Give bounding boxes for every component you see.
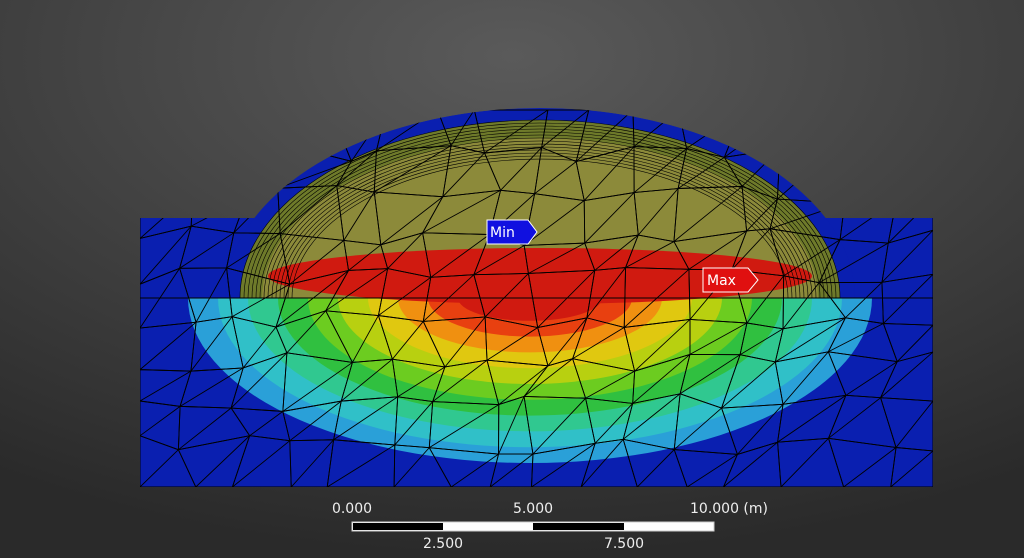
mesh-edge bbox=[275, 146, 805, 299]
mesh-edge bbox=[239, 119, 841, 299]
probe-label: Max bbox=[707, 273, 736, 289]
mesh-edge bbox=[247, 125, 833, 299]
mesh-edge bbox=[255, 131, 825, 299]
mesh-edge bbox=[287, 155, 793, 299]
mesh-edge bbox=[279, 149, 801, 299]
scale-label: 0.000 bbox=[332, 501, 372, 517]
scale-label: 5.000 bbox=[513, 501, 553, 517]
scale-label: 7.500 bbox=[604, 536, 644, 552]
red-zone bbox=[268, 248, 812, 304]
model bbox=[140, 108, 933, 487]
scale-segment bbox=[353, 523, 443, 530]
min-probe: Min bbox=[486, 219, 538, 245]
mesh-edge bbox=[259, 134, 821, 299]
mesh-edge bbox=[251, 128, 829, 299]
mesh-edge bbox=[271, 143, 809, 299]
mesh-edge bbox=[283, 152, 797, 299]
mesh-edge bbox=[243, 122, 837, 299]
scale-label: 10.000 (m) bbox=[690, 501, 768, 517]
scale-segment bbox=[533, 523, 624, 530]
mesh-edge bbox=[263, 137, 817, 299]
scale-bar: 0.000 5.000 10.000 (m) 2.500 7.500 bbox=[332, 501, 768, 552]
mesh-edge bbox=[890, 447, 933, 487]
mesh bbox=[140, 109, 933, 487]
probe-label: Min bbox=[490, 225, 515, 241]
max-probe: Max bbox=[702, 267, 759, 293]
mesh-edge bbox=[267, 140, 813, 299]
mesh-edge bbox=[291, 158, 789, 299]
scale-label: 2.500 bbox=[423, 536, 463, 552]
